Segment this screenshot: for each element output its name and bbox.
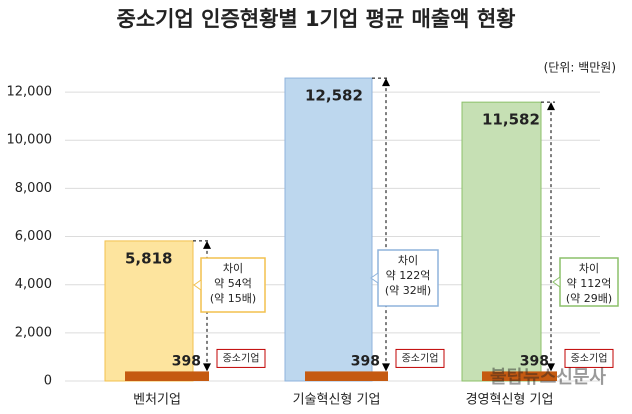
callout-text: 차이 [398,254,418,267]
y-tick-label: 6,000 [15,229,52,244]
small-bar [305,371,388,381]
callout-text: 약 122억 [386,268,431,282]
callout-box [559,257,619,307]
y-tick-label: 2,000 [15,325,52,340]
small-value-label: 398 [351,353,380,369]
callout-text: 약 54억 [214,276,252,290]
value-label: 5,818 [125,249,172,267]
callout-pointer [552,276,561,288]
bar [284,77,373,382]
callout-pointer [370,272,379,284]
series-label: 중소기업 [402,351,439,364]
callout-text: 약 112억 [567,276,612,290]
value-label: 12,582 [305,87,363,105]
bar [461,101,542,382]
x-tick-label: 기술혁신형 기업 [293,393,381,408]
chart-title: 중소기업 인증현황별 1기업 평균 매출액 현황 [117,7,516,31]
value-label: 11,582 [482,111,540,129]
y-tick-label: 8,000 [15,181,52,196]
y-tick-label: 12,000 [7,85,53,100]
y-tick-label: 0 [44,374,52,389]
small-bar [125,371,209,381]
unit-label: (단위: 백만원) [544,61,616,75]
y-tick-label: 10,000 [7,133,53,148]
callout-text: (약 29배) [566,291,612,305]
series-label-box [564,348,614,368]
callout-pointer [193,279,202,291]
x-tick-label: 벤처기업 [133,393,181,408]
series-label-box [216,348,266,368]
callout-text: (약 32배) [385,283,431,297]
series-label: 중소기업 [223,351,260,364]
small-value-label: 398 [520,353,549,369]
callout-text: 차이 [579,262,599,275]
series-label-box [395,348,445,368]
callout-text: (약 15배) [210,291,256,305]
series-label: 중소기업 [571,351,608,364]
y-tick-label: 4,000 [15,277,52,292]
watermark: 불탑뉴스신문사 [490,367,606,388]
x-tick-label: 경영혁신형 기업 [466,393,554,408]
callout-text: 차이 [223,262,243,275]
arrow-head [382,78,390,372]
small-value-label: 398 [172,353,201,369]
small-bar [482,371,557,381]
